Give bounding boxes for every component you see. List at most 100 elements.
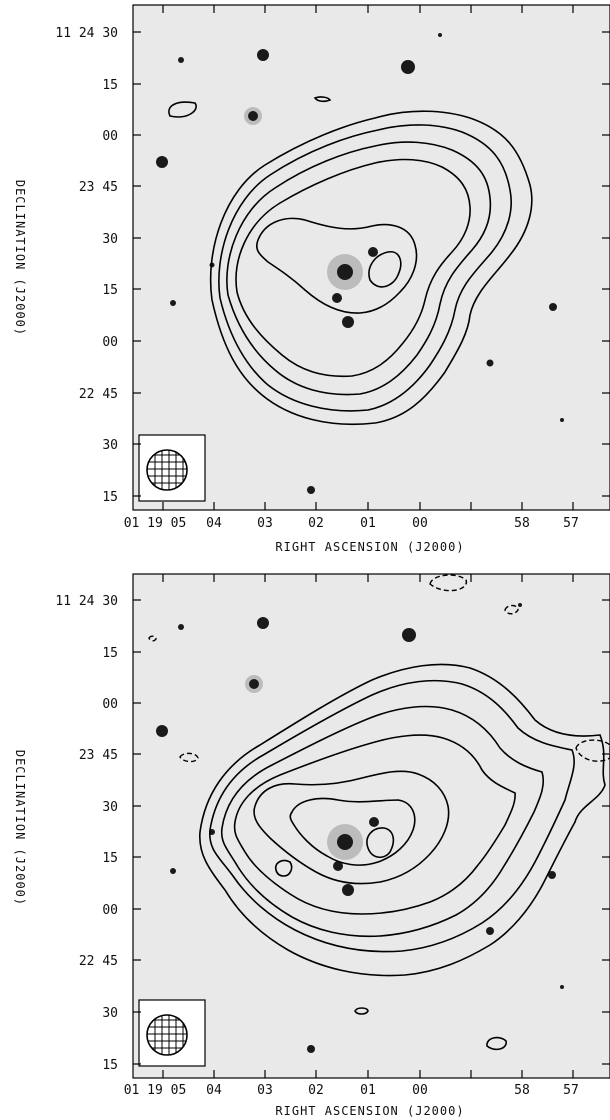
star — [402, 628, 416, 642]
ra-tick-label: 01 19 05 — [124, 1083, 187, 1098]
contour — [255, 217, 418, 314]
negative-contour — [575, 739, 610, 762]
contour — [220, 705, 545, 938]
dec-tick-label: 15 — [102, 1058, 118, 1073]
contour — [354, 1007, 369, 1015]
dec-tick-label: 00 — [102, 697, 118, 712]
ra-tick-label: 02 — [308, 1083, 324, 1098]
y-axis-label: DECLINATION (J2000) — [13, 750, 27, 906]
contour — [218, 124, 512, 412]
ra-tick-label: 58 — [514, 516, 530, 531]
negative-contour — [148, 635, 157, 642]
star — [486, 927, 494, 935]
ra-tick-label: 57 — [563, 516, 579, 531]
dec-tick-label: 00 — [102, 129, 118, 144]
star — [332, 293, 342, 303]
negative-contour — [179, 752, 199, 763]
radio-contours — [148, 574, 610, 1051]
ra-tick-label: 00 — [412, 1083, 428, 1098]
dec-tick-label: 15 — [102, 78, 118, 93]
dec-tick-label: 11 24 30 — [55, 26, 118, 41]
contour — [313, 96, 332, 103]
star — [486, 359, 494, 367]
dec-tick-labels: 11 24 30 15 00 23 45 30 15 00 22 45 30 1… — [55, 26, 118, 505]
star — [178, 57, 184, 63]
contour — [233, 734, 516, 915]
ra-tick-label: 04 — [206, 516, 222, 531]
star — [401, 60, 415, 74]
galaxy-core — [337, 264, 353, 280]
contour — [168, 101, 197, 118]
beam-ellipse-icon — [138, 999, 206, 1067]
ra-tick-labels: 01 19 05 04 03 02 01 00 58 57 — [124, 1083, 579, 1098]
star — [369, 817, 379, 827]
dec-tick-label: 15 — [102, 851, 118, 866]
dec-tick-label: 30 — [102, 438, 118, 453]
contour — [289, 797, 416, 866]
star — [156, 156, 168, 168]
dec-tick-label: 00 — [102, 335, 118, 350]
contour — [366, 827, 395, 858]
star — [342, 316, 354, 328]
beam-circle — [146, 449, 188, 491]
dec-tick-label: 30 — [102, 800, 118, 815]
dec-tick-label: 30 — [102, 232, 118, 247]
panel-bottom-svg: 11 24 30 15 00 23 45 30 15 00 22 45 30 1… — [13, 573, 610, 1118]
stars — [156, 33, 564, 494]
negative-contour — [504, 604, 519, 615]
ra-tick-label: 01 19 05 — [124, 516, 187, 531]
star — [248, 111, 258, 121]
star — [307, 1045, 315, 1053]
contour — [486, 1036, 507, 1051]
contour — [368, 251, 402, 288]
ra-tick-label: 01 — [360, 1083, 376, 1098]
ra-tick-label: 04 — [206, 1083, 222, 1098]
axis-ticks — [133, 5, 610, 510]
star — [156, 725, 168, 737]
star — [549, 303, 557, 311]
star — [249, 679, 259, 689]
beam-hatching — [147, 450, 187, 490]
stars — [156, 603, 564, 1053]
contour-panel-bottom: 11 24 30 15 00 23 45 30 15 00 22 45 30 1… — [0, 560, 610, 1120]
dec-tick-label: 23 45 — [79, 180, 118, 195]
star — [333, 861, 343, 871]
ra-tick-label: 01 — [360, 516, 376, 531]
dec-tick-label: 23 45 — [79, 748, 118, 763]
star — [368, 247, 378, 257]
star — [170, 868, 176, 874]
contour — [253, 770, 450, 885]
dec-tick-label: 30 — [102, 1006, 118, 1021]
contour — [209, 679, 575, 953]
ra-tick-label: 58 — [514, 1083, 530, 1098]
star — [257, 49, 269, 61]
star — [257, 617, 269, 629]
star — [560, 418, 564, 422]
star — [560, 985, 564, 989]
x-axis-label: RIGHT ASCENSION (J2000) — [275, 1104, 464, 1118]
ra-tick-label: 00 — [412, 516, 428, 531]
star — [518, 603, 522, 607]
dec-tick-label: 15 — [102, 646, 118, 661]
ra-tick-label: 03 — [257, 516, 273, 531]
dec-tick-label: 15 — [102, 490, 118, 505]
image-frame — [133, 5, 610, 510]
panel-top-svg: 11 24 30 15 00 23 45 30 15 00 22 45 30 1… — [13, 4, 610, 554]
contour — [235, 158, 471, 378]
frame-border — [132, 4, 610, 511]
dec-tick-label: 15 — [102, 283, 118, 298]
contour — [209, 110, 533, 426]
frame-border — [132, 573, 610, 1079]
dec-tick-label: 22 45 — [79, 954, 118, 969]
negative-contour — [429, 574, 467, 592]
ra-tick-label: 03 — [257, 1083, 273, 1098]
galaxy-core — [337, 834, 353, 850]
star — [170, 300, 176, 306]
star — [342, 884, 354, 896]
contour — [199, 663, 606, 977]
contour — [274, 859, 293, 877]
dec-tick-label: 22 45 — [79, 387, 118, 402]
star — [548, 871, 556, 879]
x-axis-label: RIGHT ASCENSION (J2000) — [275, 540, 464, 554]
radio-contours — [168, 96, 533, 426]
